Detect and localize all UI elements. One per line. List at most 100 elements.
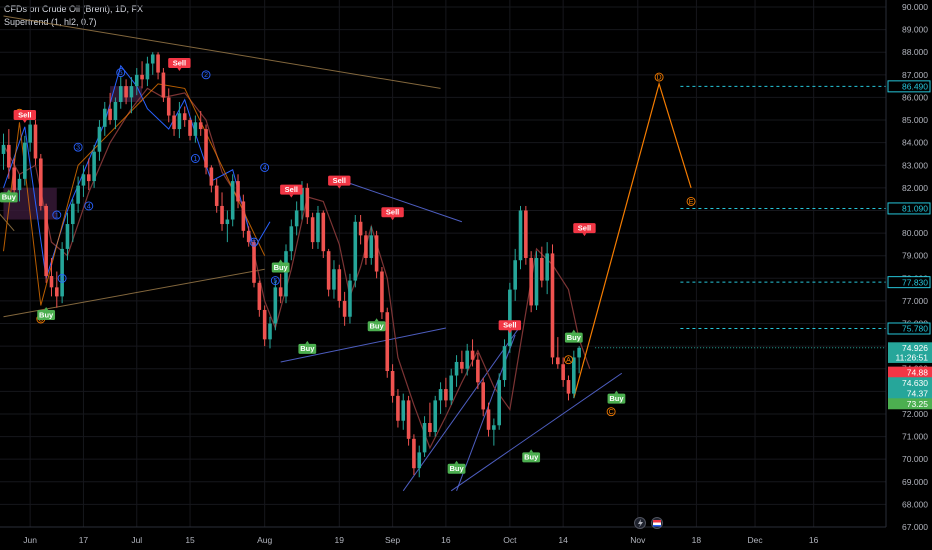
- candle-body: [465, 350, 470, 369]
- price-tick-label: 69.000: [902, 477, 928, 487]
- price-tag-label: 74.37: [907, 388, 929, 398]
- trendlines: [0, 15, 692, 492]
- candle-body: [92, 151, 96, 182]
- candle-body: [449, 375, 454, 401]
- candle-body: [220, 205, 224, 225]
- price-tag-box: [888, 366, 932, 378]
- candle-body: [108, 108, 112, 121]
- candle-body: [524, 210, 528, 258]
- level-tag-box: [887, 202, 931, 215]
- price-tick-label: 72.000: [902, 409, 928, 419]
- candle-body: [156, 54, 160, 73]
- price-tick-label: 82.000: [902, 183, 928, 193]
- candle-body: [342, 300, 347, 317]
- buy-signal: Buy: [37, 306, 56, 320]
- wave-circle: [116, 68, 126, 78]
- signal-pointer: [454, 460, 459, 464]
- time-tick-label: 15: [185, 535, 195, 545]
- candle-body: [470, 350, 475, 360]
- signal-label: Sell: [18, 110, 31, 119]
- candle-body: [268, 323, 272, 340]
- candle-body: [294, 210, 299, 227]
- candle-body: [246, 230, 251, 243]
- signal-pointer: [44, 306, 49, 310]
- candle-body: [118, 86, 123, 102]
- time-axis: Jun 17 Jul 15 Aug 19 Sep 16 Oct 14 Nov 18 Dec 16: [0, 526, 886, 545]
- level-tag-box: [887, 322, 931, 335]
- time-tick-label: Nov: [630, 535, 646, 545]
- signal-box: [328, 175, 351, 186]
- chart-legend: CFDs on Crude Oil (Brent), 1D, FX Supert…: [4, 3, 143, 29]
- signal-pointer: [22, 120, 27, 124]
- supertrend-line: [2, 87, 591, 450]
- signal-box: [271, 262, 290, 273]
- sell-signal: Sell: [13, 110, 37, 124]
- candle-body: [481, 382, 485, 410]
- candle-body: [497, 380, 501, 426]
- sell-signal: Sell: [381, 207, 404, 221]
- candle-body: [321, 212, 326, 252]
- candle-body: [230, 181, 235, 220]
- candle-body: [433, 400, 438, 433]
- candle-body: [284, 251, 288, 297]
- signal-label: Buy: [370, 322, 385, 331]
- projection-path: [573, 81, 692, 399]
- candle-body: [369, 235, 374, 258]
- signal-box: [367, 321, 386, 332]
- candle-body: [348, 280, 352, 317]
- price-tag-box: [888, 377, 932, 389]
- level-tag-label: 75.780: [902, 324, 928, 334]
- sell-signal: Sell: [328, 175, 351, 189]
- wave-label: 3: [252, 240, 256, 247]
- time-tick-label: Oct: [503, 535, 517, 545]
- candle-body: [193, 122, 198, 136]
- icon-stripe: [653, 525, 661, 527]
- time-tick-label: Sep: [385, 535, 400, 545]
- signal-pointer: [177, 68, 182, 72]
- candles: [1, 52, 581, 478]
- candle-body: [188, 120, 192, 136]
- candle-body: [476, 359, 480, 383]
- candle-body: [358, 221, 363, 236]
- candle-body: [438, 389, 443, 401]
- signal-pointer: [390, 217, 395, 221]
- wave-circle: [190, 154, 200, 163]
- candle-body: [86, 174, 91, 182]
- trendline: [280, 327, 446, 363]
- wave-circle: [73, 142, 83, 152]
- candle-body: [134, 74, 139, 87]
- signal-pointer: [337, 185, 342, 189]
- candle-body: [1, 144, 6, 154]
- candle-body: [97, 126, 102, 152]
- candle-body: [401, 400, 406, 421]
- signal-pointer: [278, 259, 283, 263]
- price-tick-label: 79.000: [902, 251, 928, 261]
- signal-box: [607, 393, 626, 404]
- candle-body: [204, 129, 208, 168]
- buy-signal: Buy: [298, 340, 317, 354]
- candle-body: [172, 115, 176, 130]
- signal-box: [564, 332, 583, 343]
- wave-circle: [52, 210, 62, 220]
- wave-circle: [249, 237, 259, 247]
- candle-body: [12, 167, 16, 191]
- candle-body: [316, 212, 320, 243]
- wave-label: C: [609, 409, 614, 416]
- lightning-icon: [634, 517, 646, 529]
- signal-box: [573, 223, 596, 234]
- sell-signal: Sell: [280, 184, 303, 198]
- time-tick-label: 14: [558, 535, 568, 545]
- price-tick-label: 83.000: [902, 160, 928, 170]
- candle-body: [113, 101, 118, 121]
- candle-body: [529, 257, 533, 306]
- signal-pointer: [614, 390, 619, 394]
- candle-body: [444, 389, 448, 401]
- candle-body: [182, 113, 187, 121]
- signal-pointer: [571, 329, 576, 333]
- icon-glyph: [638, 519, 643, 528]
- buy-signal: Buy: [447, 460, 466, 474]
- time-tick-label: 17: [79, 535, 89, 545]
- candle-body: [454, 361, 459, 376]
- signal-label: Buy: [274, 263, 289, 272]
